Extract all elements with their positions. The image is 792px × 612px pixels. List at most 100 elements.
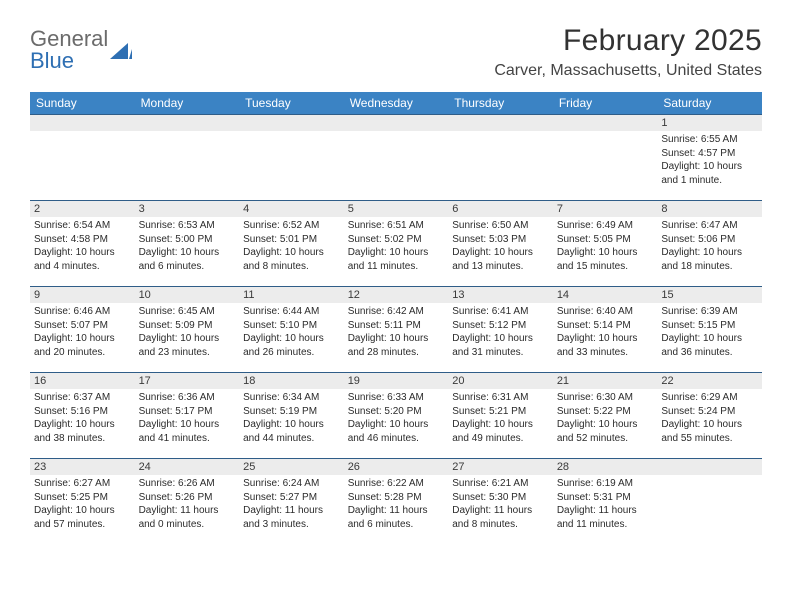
sunset-line: Sunset: 5:09 PM (139, 319, 236, 333)
calendar-page: General Blue February 2025 Carver, Massa… (0, 0, 792, 545)
sunset-line: Sunset: 5:14 PM (557, 319, 654, 333)
day-details: Sunrise: 6:41 AMSunset: 5:12 PMDaylight:… (448, 303, 553, 363)
calendar-cell: 23Sunrise: 6:27 AMSunset: 5:25 PMDayligh… (30, 459, 135, 545)
daylight-line: Daylight: 10 hours and 8 minutes. (243, 246, 340, 273)
daylight-line: Daylight: 10 hours and 55 minutes. (661, 418, 758, 445)
location-text: Carver, Massachusetts, United States (494, 62, 762, 80)
day-number (553, 115, 658, 131)
calendar-week-row: 2Sunrise: 6:54 AMSunset: 4:58 PMDaylight… (30, 201, 762, 287)
sunset-line: Sunset: 5:21 PM (452, 405, 549, 419)
daylight-line: Daylight: 11 hours and 8 minutes. (452, 504, 549, 531)
calendar-cell: 25Sunrise: 6:24 AMSunset: 5:27 PMDayligh… (239, 459, 344, 545)
day-number (657, 459, 762, 475)
calendar-cell: 10Sunrise: 6:45 AMSunset: 5:09 PMDayligh… (135, 287, 240, 373)
sunset-line: Sunset: 5:24 PM (661, 405, 758, 419)
day-number: 20 (448, 373, 553, 389)
day-details: Sunrise: 6:34 AMSunset: 5:19 PMDaylight:… (239, 389, 344, 449)
sunset-line: Sunset: 4:58 PM (34, 233, 131, 247)
day-number: 11 (239, 287, 344, 303)
sunrise-line: Sunrise: 6:46 AM (34, 305, 131, 319)
daylight-line: Daylight: 10 hours and 44 minutes. (243, 418, 340, 445)
day-details: Sunrise: 6:53 AMSunset: 5:00 PMDaylight:… (135, 217, 240, 277)
calendar-cell: 17Sunrise: 6:36 AMSunset: 5:17 PMDayligh… (135, 373, 240, 459)
calendar-cell: 19Sunrise: 6:33 AMSunset: 5:20 PMDayligh… (344, 373, 449, 459)
day-details (657, 475, 762, 481)
day-number: 5 (344, 201, 449, 217)
daylight-line: Daylight: 11 hours and 6 minutes. (348, 504, 445, 531)
weekday-header: Saturday (657, 92, 762, 115)
daylight-line: Daylight: 10 hours and 36 minutes. (661, 332, 758, 359)
sunrise-line: Sunrise: 6:26 AM (139, 477, 236, 491)
day-number: 8 (657, 201, 762, 217)
calendar-cell: 22Sunrise: 6:29 AMSunset: 5:24 PMDayligh… (657, 373, 762, 459)
sunrise-line: Sunrise: 6:42 AM (348, 305, 445, 319)
day-number: 13 (448, 287, 553, 303)
calendar-cell: 2Sunrise: 6:54 AMSunset: 4:58 PMDaylight… (30, 201, 135, 287)
day-details (344, 131, 449, 137)
daylight-line: Daylight: 10 hours and 49 minutes. (452, 418, 549, 445)
title-block: February 2025 Carver, Massachusetts, Uni… (494, 24, 762, 80)
sunrise-line: Sunrise: 6:24 AM (243, 477, 340, 491)
weekday-header: Thursday (448, 92, 553, 115)
sunrise-line: Sunrise: 6:34 AM (243, 391, 340, 405)
daylight-line: Daylight: 10 hours and 31 minutes. (452, 332, 549, 359)
sunset-line: Sunset: 5:19 PM (243, 405, 340, 419)
daylight-line: Daylight: 11 hours and 11 minutes. (557, 504, 654, 531)
day-number: 23 (30, 459, 135, 475)
day-number: 7 (553, 201, 658, 217)
day-number: 3 (135, 201, 240, 217)
sunset-line: Sunset: 5:11 PM (348, 319, 445, 333)
day-number: 16 (30, 373, 135, 389)
sunrise-line: Sunrise: 6:49 AM (557, 219, 654, 233)
sunset-line: Sunset: 5:16 PM (34, 405, 131, 419)
daylight-line: Daylight: 11 hours and 0 minutes. (139, 504, 236, 531)
calendar-cell: 18Sunrise: 6:34 AMSunset: 5:19 PMDayligh… (239, 373, 344, 459)
day-details: Sunrise: 6:49 AMSunset: 5:05 PMDaylight:… (553, 217, 658, 277)
day-number: 14 (553, 287, 658, 303)
daylight-line: Daylight: 11 hours and 3 minutes. (243, 504, 340, 531)
day-number: 26 (344, 459, 449, 475)
day-details: Sunrise: 6:24 AMSunset: 5:27 PMDaylight:… (239, 475, 344, 535)
day-details: Sunrise: 6:42 AMSunset: 5:11 PMDaylight:… (344, 303, 449, 363)
day-number: 19 (344, 373, 449, 389)
day-details: Sunrise: 6:21 AMSunset: 5:30 PMDaylight:… (448, 475, 553, 535)
day-details: Sunrise: 6:55 AMSunset: 4:57 PMDaylight:… (657, 131, 762, 191)
calendar-cell: 6Sunrise: 6:50 AMSunset: 5:03 PMDaylight… (448, 201, 553, 287)
calendar-cell: 15Sunrise: 6:39 AMSunset: 5:15 PMDayligh… (657, 287, 762, 373)
sunset-line: Sunset: 5:15 PM (661, 319, 758, 333)
sunset-line: Sunset: 5:30 PM (452, 491, 549, 505)
sunrise-line: Sunrise: 6:21 AM (452, 477, 549, 491)
sunrise-line: Sunrise: 6:37 AM (34, 391, 131, 405)
sunset-line: Sunset: 5:25 PM (34, 491, 131, 505)
day-details: Sunrise: 6:54 AMSunset: 4:58 PMDaylight:… (30, 217, 135, 277)
daylight-line: Daylight: 10 hours and 38 minutes. (34, 418, 131, 445)
brand-logo: General Blue (30, 28, 132, 72)
daylight-line: Daylight: 10 hours and 4 minutes. (34, 246, 131, 273)
weekday-header: Tuesday (239, 92, 344, 115)
sunrise-line: Sunrise: 6:53 AM (139, 219, 236, 233)
weekday-header-row: Sunday Monday Tuesday Wednesday Thursday… (30, 92, 762, 115)
calendar-cell: 13Sunrise: 6:41 AMSunset: 5:12 PMDayligh… (448, 287, 553, 373)
sunrise-line: Sunrise: 6:19 AM (557, 477, 654, 491)
daylight-line: Daylight: 10 hours and 11 minutes. (348, 246, 445, 273)
day-number: 17 (135, 373, 240, 389)
day-details (448, 131, 553, 137)
calendar-table: Sunday Monday Tuesday Wednesday Thursday… (30, 92, 762, 545)
brand-text: General Blue (30, 28, 108, 72)
day-number: 1 (657, 115, 762, 131)
weekday-header: Sunday (30, 92, 135, 115)
day-details: Sunrise: 6:45 AMSunset: 5:09 PMDaylight:… (135, 303, 240, 363)
day-details: Sunrise: 6:30 AMSunset: 5:22 PMDaylight:… (553, 389, 658, 449)
daylight-line: Daylight: 10 hours and 33 minutes. (557, 332, 654, 359)
brand-word2: Blue (30, 50, 108, 72)
calendar-cell: 12Sunrise: 6:42 AMSunset: 5:11 PMDayligh… (344, 287, 449, 373)
sunset-line: Sunset: 5:05 PM (557, 233, 654, 247)
day-details: Sunrise: 6:19 AMSunset: 5:31 PMDaylight:… (553, 475, 658, 535)
sunrise-line: Sunrise: 6:52 AM (243, 219, 340, 233)
day-number: 15 (657, 287, 762, 303)
day-number (135, 115, 240, 131)
day-number: 12 (344, 287, 449, 303)
sunset-line: Sunset: 5:07 PM (34, 319, 131, 333)
sunset-line: Sunset: 5:27 PM (243, 491, 340, 505)
sunset-line: Sunset: 5:26 PM (139, 491, 236, 505)
